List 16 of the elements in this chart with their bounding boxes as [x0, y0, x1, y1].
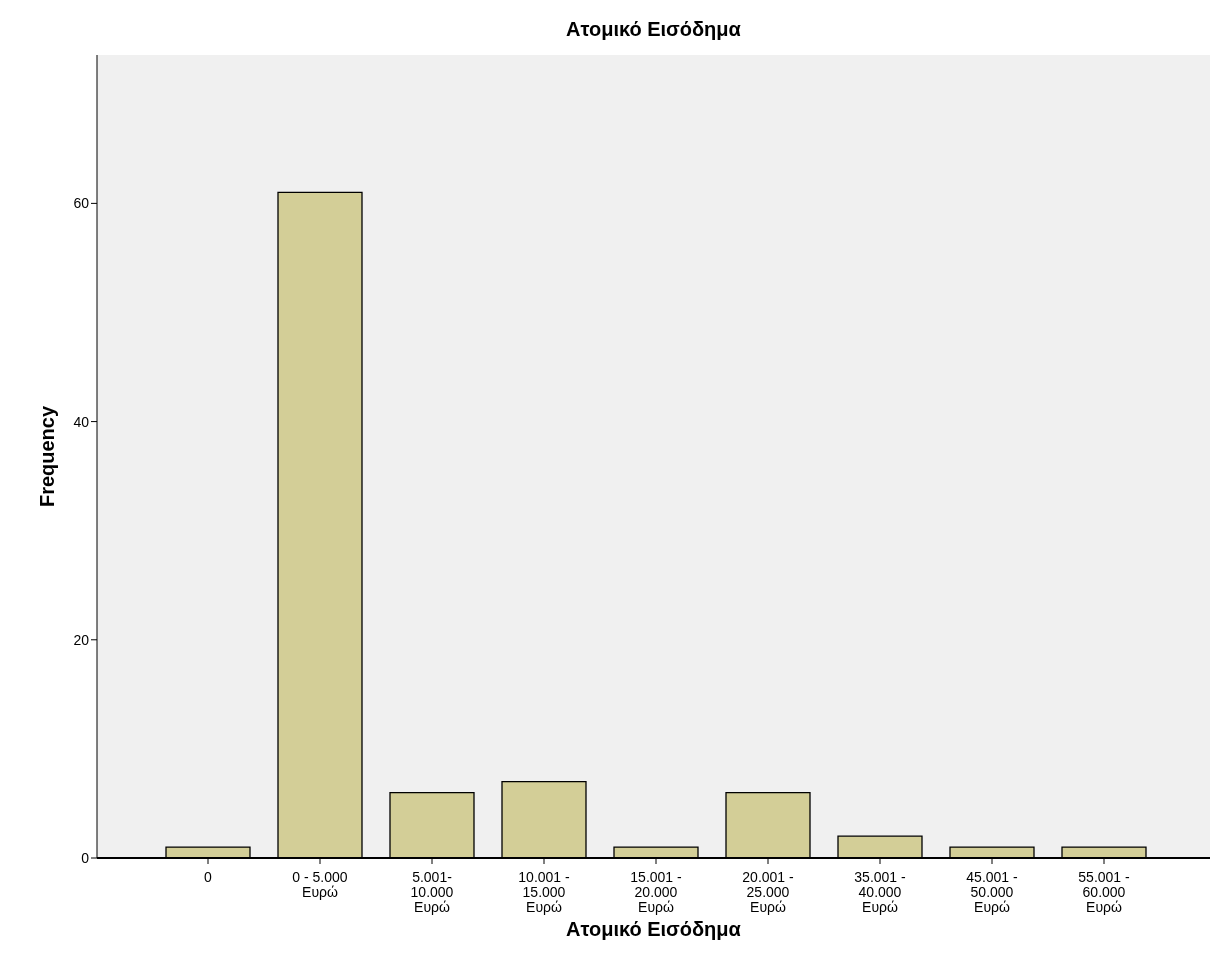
y-tick-label: 0: [81, 849, 90, 866]
y-axis-title: Frequency: [36, 405, 59, 508]
y-tick-label: 40: [73, 413, 90, 430]
x-tick-label: 20.001 - 25.000 Ευρώ: [742, 869, 795, 915]
x-tick-label: 0: [204, 869, 213, 885]
x-axis-title: Ατομικό Εισόδημα: [566, 918, 742, 940]
x-tick-label: 15.001 - 20.000 Ευρώ: [630, 869, 683, 915]
chart-title: Ατομικό Εισόδημα: [565, 18, 742, 41]
x-tick-label: 0 - 5.000 Ευρώ: [292, 869, 348, 900]
y-tick-label: 60: [73, 195, 90, 212]
x-tick-label: 45.001 - 50.000 Ευρώ: [966, 869, 1019, 915]
y-tick-label: 20: [73, 631, 90, 648]
x-tick-label: 10.001 - 15.000 Ευρώ: [518, 869, 571, 915]
x-tick-label: 35.001 - 40.000 Ευρώ: [854, 869, 907, 915]
x-tick-label: 55.001 - 60.000 Ευρώ: [1078, 869, 1131, 915]
x-tick-label: 5.001- 10.000 Ευρώ: [410, 869, 454, 915]
